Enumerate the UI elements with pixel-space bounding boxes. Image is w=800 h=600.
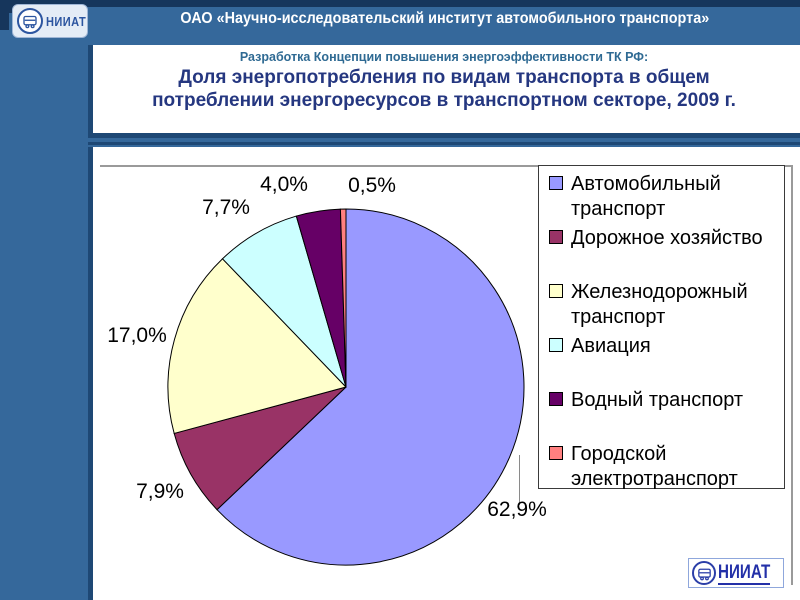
legend-label-rail: Железнодорожный транспорт bbox=[571, 281, 748, 328]
organization-name: ОАО «Научно-исследовательский институт а… bbox=[180, 10, 710, 27]
legend-entry: Водный транспорт bbox=[549, 388, 780, 442]
legend-label-aviation: Авиация bbox=[571, 335, 651, 357]
legend-swatch-electric bbox=[549, 446, 563, 460]
chart-legend: Автомобильный транспорт Дорожное хозяйст… bbox=[538, 165, 785, 490]
separator-line-thick bbox=[88, 133, 800, 138]
legend-entry: Городской электротранспорт bbox=[549, 442, 780, 496]
slide-header: ОАО «Научно-исследовательский институт а… bbox=[92, 10, 798, 28]
legend-label-road: Дорожное хозяйство bbox=[571, 227, 763, 249]
legend-label-electric: Городской электротранспорт bbox=[571, 443, 738, 490]
legend-entry: Автомобильный транспорт bbox=[549, 172, 780, 226]
pie-slice-0 bbox=[216, 208, 525, 566]
legend-label-auto: Автомобильный транспорт bbox=[571, 173, 721, 220]
top-accent-strip bbox=[0, 0, 800, 7]
legend-label-water: Водный транспорт bbox=[571, 389, 744, 411]
title-left-accent bbox=[88, 45, 93, 133]
slide-title: Доля энергопотребления по видам транспор… bbox=[152, 67, 736, 111]
pie-label-rail: 17,0% bbox=[107, 324, 167, 347]
pie-label-electric: 0,5% bbox=[348, 174, 396, 197]
legend-swatch-rail bbox=[549, 284, 563, 298]
pie-label-water: 4,0% bbox=[260, 173, 308, 196]
pie-slice-5 bbox=[339, 208, 347, 388]
legend-swatch-water bbox=[549, 392, 563, 406]
legend-swatch-aviation bbox=[549, 338, 563, 352]
corner-accent-2 bbox=[0, 0, 9, 30]
niiat-logo-top: НИИАТ bbox=[12, 4, 88, 38]
niiat-logo-bottom: НИИАТ bbox=[688, 558, 784, 588]
car-emblem-icon bbox=[17, 8, 43, 34]
legend-entry: Авиация bbox=[549, 334, 780, 388]
niiat-logo-top-text: НИИАТ bbox=[46, 13, 87, 29]
title-box: Разработка Концепции повышения энергоэфф… bbox=[88, 45, 800, 133]
chart-border-right bbox=[791, 165, 793, 585]
chart-border-top bbox=[100, 165, 792, 167]
legend-entry: Железнодорожный транспорт bbox=[549, 280, 780, 334]
separator-line-thin bbox=[88, 142, 800, 145]
pie-label-auto: 62,9% bbox=[487, 498, 547, 521]
car-emblem-icon bbox=[692, 561, 716, 585]
chart-panel: 62,9% 7,9% 17,0% 7,7% 4,0% 0,5% Автомоби… bbox=[88, 147, 800, 600]
pie-chart bbox=[167, 208, 525, 566]
legend-entry: Дорожное хозяйство bbox=[549, 226, 780, 280]
pie-label-road: 7,9% bbox=[136, 480, 184, 503]
pie-slice-2 bbox=[167, 258, 347, 435]
legend-swatch-road bbox=[549, 230, 563, 244]
label-leader-line bbox=[519, 455, 520, 505]
niiat-logo-bottom-text: НИИАТ bbox=[718, 561, 771, 585]
panel-left-accent bbox=[88, 147, 93, 600]
slide-subtitle: Разработка Концепции повышения энергоэфф… bbox=[239, 50, 649, 64]
legend-swatch-auto bbox=[549, 176, 563, 190]
pie-label-aviation: 7,7% bbox=[202, 196, 250, 219]
